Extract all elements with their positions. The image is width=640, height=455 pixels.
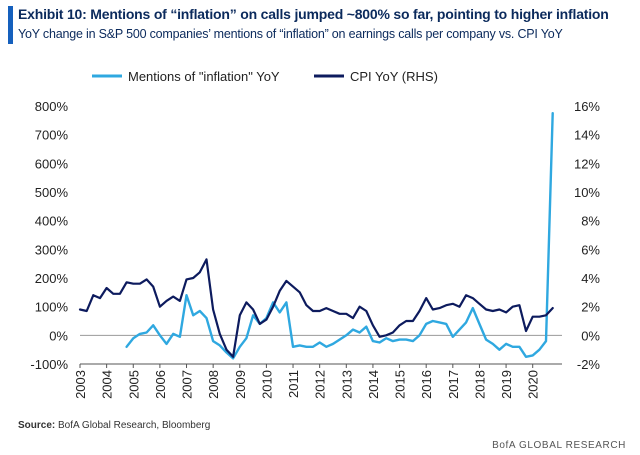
y-left-tick-label: 300%	[35, 242, 69, 257]
legend-label-mentions: Mentions of "inflation" YoY	[128, 69, 280, 84]
x-tick-label: 2012	[313, 370, 328, 399]
x-tick-label: 2018	[472, 370, 487, 399]
x-tick-label: 2006	[153, 370, 168, 399]
chart-subtitle: YoY change in S&P 500 companies’ mention…	[18, 27, 563, 41]
axes: -100% 0% 100% 200% 300% 400% 500% 600% 700% 800% -…	[30, 99, 600, 399]
y-right-tick-label: 4%	[581, 271, 600, 286]
x-tick-label: 2007	[180, 370, 195, 399]
x-tick-label: 2013	[339, 370, 354, 399]
brand-footer: BofA GLOBAL RESEARCH	[492, 440, 626, 451]
y-right-tick-label: 8%	[581, 214, 600, 229]
y-right-tick-label: 12%	[574, 156, 600, 171]
x-tick-label: 2019	[499, 370, 514, 399]
y-left-tick-label: 200%	[35, 271, 69, 286]
title-accent-bar	[8, 6, 13, 44]
y-right-tick-label: 14%	[574, 128, 600, 143]
x-tick-label: 2008	[206, 370, 221, 399]
y-right-tick-label: 6%	[581, 242, 600, 257]
x-tick-label: 2004	[100, 370, 115, 399]
source-note: Source: BofA Global Research, Bloomberg	[18, 420, 210, 431]
y-left-tick-label: -100%	[30, 357, 68, 372]
x-tick-label: 2009	[233, 370, 248, 399]
x-tick-label: 2015	[393, 370, 408, 399]
y-left-tick-label: 100%	[35, 300, 69, 315]
y-left-tick-label: 600%	[35, 156, 69, 171]
x-tick-label: 2016	[419, 370, 434, 399]
x-tick-label: 2005	[126, 370, 141, 399]
y-left-tick-label: 800%	[35, 99, 69, 114]
chart-title: Exhibit 10: Mentions of “inflation” on c…	[18, 6, 609, 22]
x-tick-label: 2020	[526, 370, 541, 399]
legend: Mentions of "inflation" YoY CPI YoY (RHS…	[92, 69, 438, 84]
series-line-cpi	[78, 258, 554, 358]
x-tick-label: 2010	[259, 370, 274, 399]
y-left-tick-label: 500%	[35, 185, 69, 200]
x-tick-label: 2011	[286, 370, 301, 398]
x-tick-label: 2014	[366, 370, 381, 399]
y-left-tick-label: 0%	[49, 328, 68, 343]
legend-label-cpi: CPI YoY (RHS)	[350, 69, 438, 84]
y-right-tick-label: -2%	[577, 357, 601, 372]
y-left-tick-label: 700%	[35, 128, 69, 143]
x-tick-label: 2003	[73, 370, 88, 399]
x-tick-label: 2017	[446, 370, 461, 399]
y-right-tick-label: 0%	[581, 328, 600, 343]
y-left-tick-label: 400%	[35, 214, 69, 229]
y-right-tick-label: 10%	[574, 185, 600, 200]
y-right-tick-label: 2%	[581, 300, 600, 315]
source-label: Source:	[18, 420, 56, 431]
y-right-tick-label: 16%	[574, 99, 600, 114]
source-text: BofA Global Research, Bloomberg	[58, 420, 211, 431]
series-lines	[78, 112, 554, 360]
series-line-mentions	[125, 112, 554, 360]
